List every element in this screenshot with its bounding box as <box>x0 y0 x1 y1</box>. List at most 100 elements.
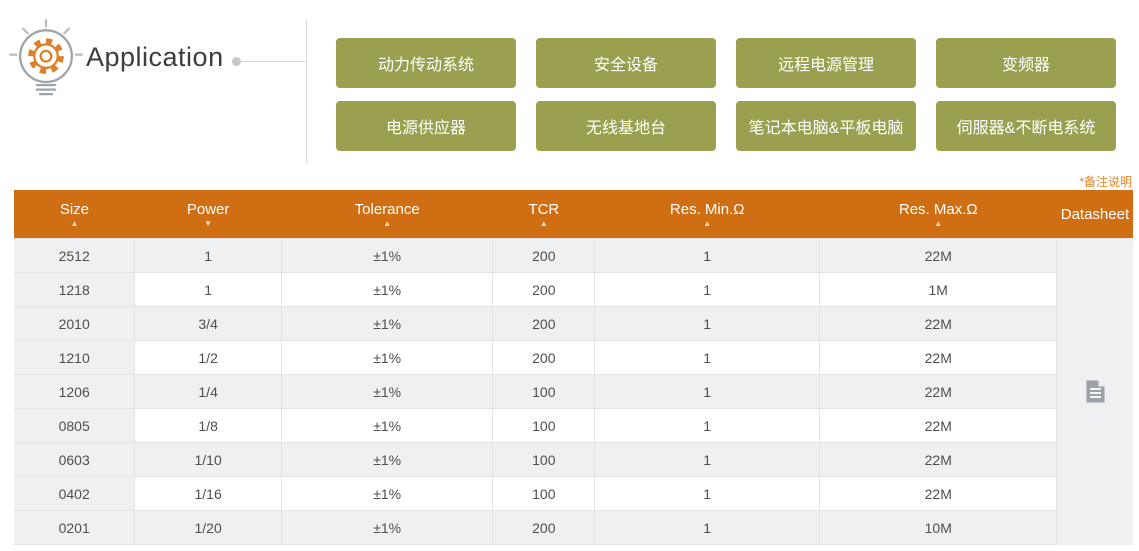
cell-tolerance: ±1% <box>280 442 493 477</box>
cell-res_max: 22M <box>819 374 1057 409</box>
cell-size: 0805 <box>14 408 135 443</box>
cell-tolerance: ±1% <box>280 340 493 375</box>
sort-asc-icon[interactable]: ▲ <box>383 218 392 228</box>
cell-size: 0201 <box>14 510 135 545</box>
table-row: 2010 3/4 ±1% 200 1 22M <box>14 306 1133 341</box>
application-buttons: 动力传动系统 安全设备 远程电源管理 变频器电源供应器 无线基地台 笔记本电脑&平板电脑伺… <box>336 38 1116 151</box>
cell-tolerance: ±1% <box>280 374 493 409</box>
section-divider-line <box>306 20 307 163</box>
sort-asc-icon[interactable]: ▲ <box>539 218 548 228</box>
cell-tcr: 200 <box>492 272 595 307</box>
sort-asc-icon[interactable]: ▲ <box>934 218 943 228</box>
cell-size: 2010 <box>14 306 135 341</box>
cell-res_max: 22M <box>819 238 1057 273</box>
cell-res_max: 10M <box>819 510 1057 545</box>
cell-tolerance: ±1% <box>280 238 493 273</box>
application-button[interactable]: 伺服器&不断电系统 <box>936 101 1116 151</box>
column-label: Res. Max.Ω <box>898 200 978 218</box>
sort-asc-icon[interactable]: ▲ <box>70 218 79 228</box>
table-row: 1218 1 ±1% 200 1 1M <box>14 272 1133 307</box>
column-label: TCR <box>528 200 560 218</box>
cell-size: 1206 <box>14 374 135 409</box>
cell-power: 1/10 <box>134 442 282 477</box>
application-button[interactable]: 无线基地台 <box>536 101 716 151</box>
application-title: Application <box>86 42 224 72</box>
connector-dot-icon <box>232 57 241 66</box>
column-label: Res. Min.Ω <box>669 200 745 218</box>
cell-res_min: 1 <box>594 442 820 477</box>
cell-res_max: 22M <box>819 476 1057 511</box>
cell-power: 1/16 <box>134 476 282 511</box>
column-header-size[interactable]: Size ▲ <box>14 190 135 239</box>
cell-power: 1/4 <box>134 374 282 409</box>
application-button[interactable]: 动力传动系统 <box>336 38 516 88</box>
cell-tolerance: ±1% <box>280 272 493 307</box>
column-header-tcr[interactable]: TCR ▲ <box>492 190 595 239</box>
table-row: 0603 1/10 ±1% 100 1 22M <box>14 442 1133 477</box>
cell-size: 1218 <box>14 272 135 307</box>
application-button[interactable]: 电源供应器 <box>336 101 516 151</box>
sort-asc-icon[interactable]: ▲ <box>703 218 712 228</box>
table-row: 0402 1/16 ±1% 100 1 22M <box>14 476 1133 511</box>
cell-res_max: 22M <box>819 306 1057 341</box>
datasheet-cell[interactable] <box>1056 238 1133 545</box>
application-button[interactable]: 远程电源管理 <box>736 38 916 88</box>
table-body: 2512 1 ±1% 200 1 22M 1218 1 ±1% 200 1 1M 2010 3/4 ±1%… <box>14 238 1133 545</box>
cell-res_max: 22M <box>819 442 1057 477</box>
column-header-datasheet: Datasheet <box>1056 190 1133 239</box>
cell-res_min: 1 <box>594 272 820 307</box>
lightbulb-gear-icon <box>8 18 84 108</box>
cell-power: 1 <box>134 272 282 307</box>
column-header-tolerance[interactable]: Tolerance ▲ <box>281 190 493 239</box>
cell-tcr: 100 <box>492 442 595 477</box>
cell-power: 1/20 <box>134 510 282 545</box>
datasheet-document-icon[interactable] <box>1085 379 1106 404</box>
column-label: Power <box>186 200 230 218</box>
cell-res_min: 1 <box>594 306 820 341</box>
application-button[interactable]: 变频器 <box>936 38 1116 88</box>
cell-size: 0603 <box>14 442 135 477</box>
spec-table: Size ▲ Power ▼ Tolerance ▲ TCR ▲ Res. Min.Ω ▲ Res.… <box>14 190 1133 545</box>
cell-power: 3/4 <box>134 306 282 341</box>
cell-res_max: 22M <box>819 340 1057 375</box>
cell-tcr: 100 <box>492 476 595 511</box>
column-header-power[interactable]: Power ▼ <box>134 190 282 239</box>
cell-tcr: 200 <box>492 238 595 273</box>
cell-size: 1210 <box>14 340 135 375</box>
column-header-res-max[interactable]: Res. Max.Ω ▲ <box>819 190 1057 239</box>
cell-res_min: 1 <box>594 510 820 545</box>
column-header-res-min[interactable]: Res. Min.Ω ▲ <box>594 190 820 239</box>
cell-res_max: 1M <box>819 272 1057 307</box>
cell-res_min: 1 <box>594 374 820 409</box>
column-label: Datasheet <box>1060 205 1130 223</box>
cell-power: 1 <box>134 238 282 273</box>
application-button[interactable]: 笔记本电脑&平板电脑 <box>736 101 916 151</box>
table-row: 0805 1/8 ±1% 100 1 22M <box>14 408 1133 443</box>
cell-tolerance: ±1% <box>280 476 493 511</box>
table-header-row: Size ▲ Power ▼ Tolerance ▲ TCR ▲ Res. Min.Ω ▲ Res.… <box>14 190 1133 239</box>
cell-power: 1/2 <box>134 340 282 375</box>
connector-line <box>240 61 306 62</box>
cell-size: 2512 <box>14 238 135 273</box>
cell-res_min: 1 <box>594 340 820 375</box>
cell-tcr: 200 <box>492 510 595 545</box>
cell-res_max: 22M <box>819 408 1057 443</box>
cell-size: 0402 <box>14 476 135 511</box>
sort-desc-icon[interactable]: ▼ <box>204 218 213 228</box>
column-label: Tolerance <box>354 200 420 218</box>
cell-res_min: 1 <box>594 476 820 511</box>
application-button[interactable]: 安全设备 <box>536 38 716 88</box>
cell-res_min: 1 <box>594 408 820 443</box>
cell-tcr: 200 <box>492 306 595 341</box>
table-note-link[interactable]: *备注说明 <box>1079 175 1132 189</box>
table-row: 0201 1/20 ±1% 200 1 10M <box>14 510 1133 545</box>
table-row: 1210 1/2 ±1% 200 1 22M <box>14 340 1133 375</box>
column-label: Size <box>59 200 90 218</box>
cell-tolerance: ±1% <box>280 306 493 341</box>
cell-tcr: 100 <box>492 408 595 443</box>
cell-res_min: 1 <box>594 238 820 273</box>
cell-tolerance: ±1% <box>280 510 493 545</box>
table-row: 2512 1 ±1% 200 1 22M <box>14 238 1133 545</box>
table-row: 1206 1/4 ±1% 100 1 22M <box>14 374 1133 409</box>
